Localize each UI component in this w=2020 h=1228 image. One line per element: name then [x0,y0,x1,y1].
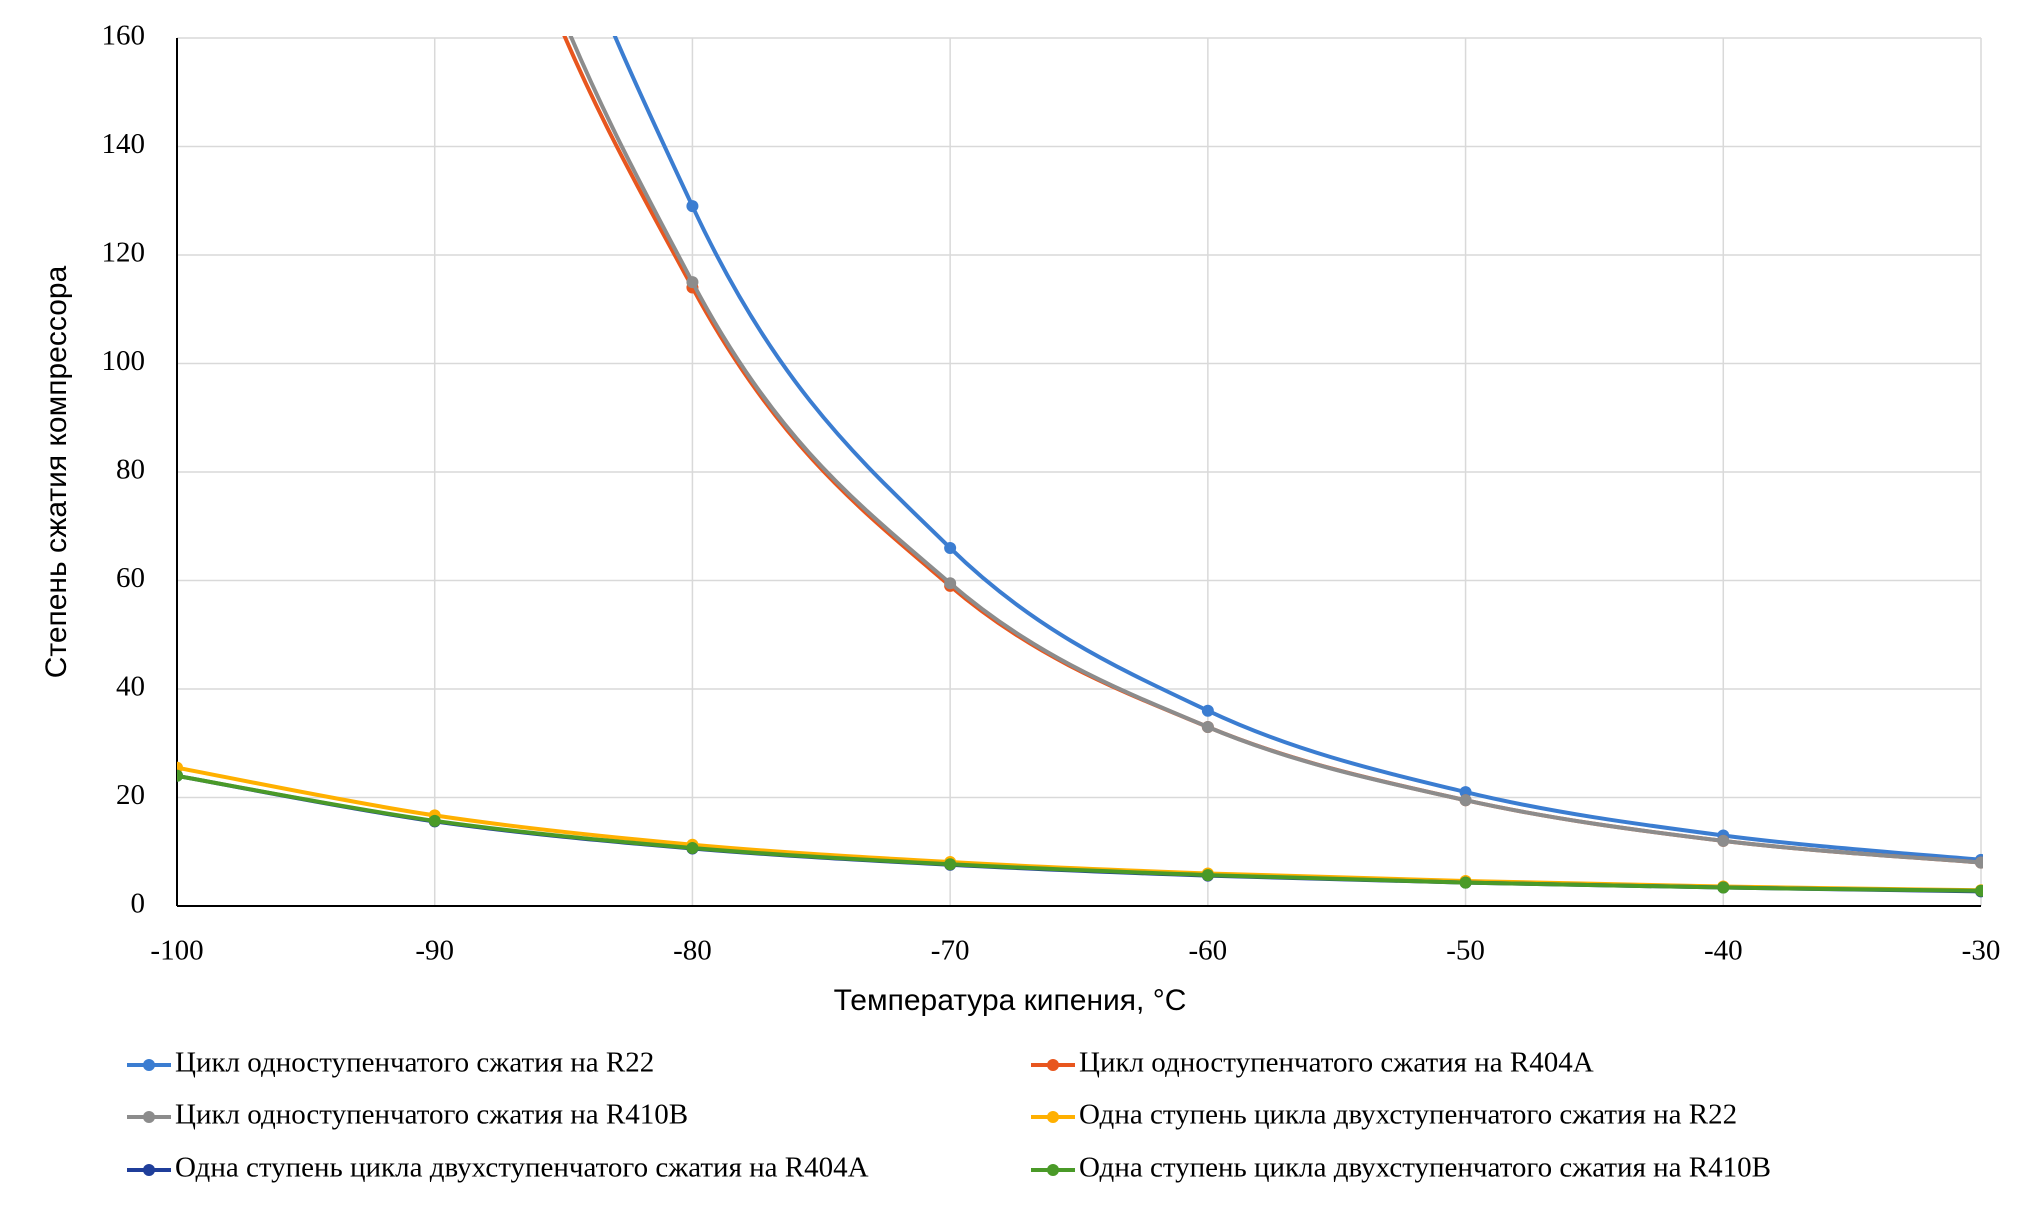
y-tick-label: 100 [102,345,146,377]
series-line [562,36,1982,865]
x-tick-label: -80 [673,935,712,967]
legend-label: Одна ступень цикла двухступенчатого сжат… [1079,1152,1771,1184]
y-tick-label: 40 [116,671,145,703]
y-axis-title: Степень сжатия компрессора [40,265,73,678]
data-point [1459,794,1472,807]
data-point [686,276,699,289]
x-tick-label: -90 [415,935,454,967]
data-point [1975,884,1983,897]
data-point [686,200,699,213]
x-tick-label: -30 [1962,935,2001,967]
x-axis-title: Температура кипения, °C [834,984,1187,1017]
x-tick-label: -100 [150,935,203,967]
data-point [428,814,441,827]
data-point [1717,881,1730,894]
legend-label: Цикл одноступенчатого сжатия на R404A [1079,1047,1594,1079]
y-tick-label: 120 [102,237,146,269]
series-line [612,36,1982,862]
y-tick-label: 20 [116,779,145,811]
legend-label: Одна ступень цикла двухступенчатого сжат… [175,1152,869,1184]
y-tick-label: 0 [131,888,146,920]
x-tick-label: -50 [1446,935,1485,967]
data-point [1975,856,1983,869]
x-tick-label: -70 [931,935,970,967]
series-line [177,773,1982,893]
y-tick-label: 60 [116,562,145,594]
legend-marker [1047,1059,1059,1071]
legend-label: Одна ступень цикла двухступенчатого сжат… [1079,1099,1737,1131]
legend-marker [1047,1164,1059,1176]
legend-marker [143,1059,155,1071]
data-point [944,858,957,871]
data-point [1717,834,1730,847]
data-point [1201,704,1214,717]
data-point [1201,720,1214,733]
data-point [1459,876,1472,889]
x-tick-label: -60 [1189,935,1228,967]
plot-area [177,36,1983,898]
y-tick-label: 160 [102,20,146,52]
legend-marker [143,1164,155,1176]
y-tick-label: 80 [116,454,145,486]
data-point [686,841,699,854]
data-point [944,541,957,554]
x-tick-label: -40 [1704,935,1743,967]
legend-marker [1047,1111,1059,1123]
data-point [177,769,183,782]
y-tick-label: 140 [102,128,146,160]
legend-label: Цикл одноступенчатого сжатия на R22 [175,1047,654,1079]
legend-label: Цикл одноступенчатого сжатия на R410B [175,1099,688,1131]
data-point [1201,869,1214,882]
data-point [944,577,957,590]
series-line [568,36,1982,865]
legend-marker [143,1111,155,1123]
